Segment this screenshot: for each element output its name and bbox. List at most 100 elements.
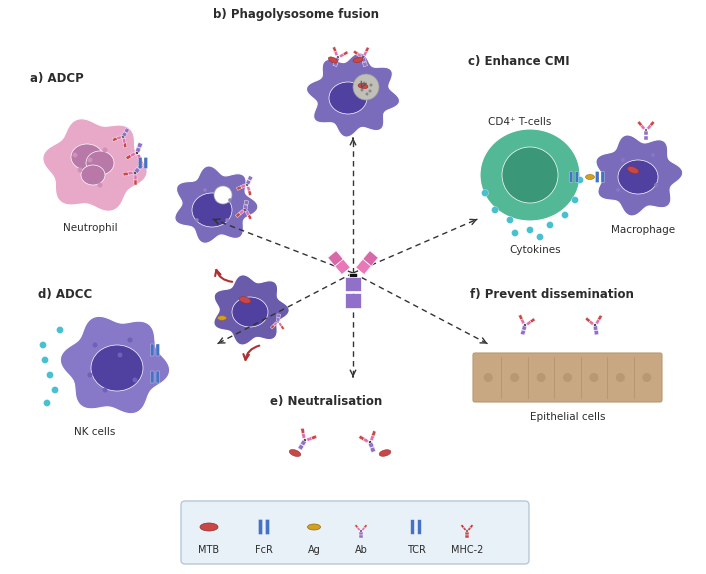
Circle shape bbox=[92, 343, 97, 347]
Circle shape bbox=[577, 176, 583, 184]
Polygon shape bbox=[359, 532, 362, 535]
Text: NK cells: NK cells bbox=[74, 427, 116, 437]
Polygon shape bbox=[361, 527, 365, 531]
Ellipse shape bbox=[627, 166, 639, 173]
Polygon shape bbox=[311, 435, 317, 440]
Polygon shape bbox=[333, 61, 338, 67]
Ellipse shape bbox=[618, 160, 658, 194]
Polygon shape bbox=[306, 437, 312, 441]
Text: MTB: MTB bbox=[198, 545, 220, 555]
Circle shape bbox=[88, 157, 92, 162]
Polygon shape bbox=[526, 320, 532, 325]
Circle shape bbox=[590, 373, 599, 382]
Polygon shape bbox=[235, 212, 241, 218]
Polygon shape bbox=[214, 275, 289, 345]
Polygon shape bbox=[637, 121, 642, 126]
Polygon shape bbox=[138, 159, 143, 165]
Polygon shape bbox=[363, 51, 368, 56]
Circle shape bbox=[546, 222, 554, 228]
Polygon shape bbox=[460, 524, 465, 528]
Circle shape bbox=[616, 188, 620, 192]
Circle shape bbox=[44, 400, 51, 406]
Circle shape bbox=[642, 373, 652, 382]
Polygon shape bbox=[134, 168, 140, 173]
Ellipse shape bbox=[328, 57, 337, 63]
Circle shape bbox=[481, 189, 489, 196]
Polygon shape bbox=[124, 128, 129, 133]
FancyBboxPatch shape bbox=[138, 157, 142, 169]
Circle shape bbox=[359, 84, 362, 87]
Circle shape bbox=[42, 356, 49, 363]
Polygon shape bbox=[133, 172, 137, 174]
Text: e) Neutralisation: e) Neutralisation bbox=[270, 395, 382, 408]
Polygon shape bbox=[369, 441, 371, 444]
Polygon shape bbox=[245, 211, 250, 216]
FancyBboxPatch shape bbox=[601, 172, 604, 183]
Circle shape bbox=[366, 92, 369, 95]
Polygon shape bbox=[644, 131, 648, 135]
Polygon shape bbox=[596, 135, 683, 216]
Polygon shape bbox=[248, 191, 252, 196]
Ellipse shape bbox=[329, 82, 367, 114]
Text: CD4⁺ T-cells: CD4⁺ T-cells bbox=[489, 117, 551, 127]
Polygon shape bbox=[595, 319, 600, 324]
Circle shape bbox=[52, 386, 59, 394]
Polygon shape bbox=[304, 439, 306, 441]
Polygon shape bbox=[369, 443, 374, 448]
Text: Neutrophil: Neutrophil bbox=[63, 223, 117, 233]
Polygon shape bbox=[112, 137, 117, 142]
Polygon shape bbox=[121, 135, 124, 138]
Circle shape bbox=[369, 83, 373, 87]
Polygon shape bbox=[121, 131, 127, 137]
Circle shape bbox=[225, 218, 229, 222]
Circle shape bbox=[654, 183, 658, 187]
Circle shape bbox=[117, 352, 123, 358]
Polygon shape bbox=[467, 527, 472, 531]
Polygon shape bbox=[335, 57, 340, 63]
Circle shape bbox=[616, 373, 625, 382]
Polygon shape bbox=[306, 53, 400, 137]
Polygon shape bbox=[361, 56, 364, 58]
Text: Epithelial cells: Epithelial cells bbox=[530, 412, 605, 422]
Circle shape bbox=[56, 327, 64, 333]
Polygon shape bbox=[465, 535, 469, 538]
Polygon shape bbox=[640, 125, 645, 130]
Polygon shape bbox=[363, 437, 369, 443]
Polygon shape bbox=[246, 180, 251, 185]
FancyBboxPatch shape bbox=[570, 172, 573, 183]
Polygon shape bbox=[339, 53, 345, 58]
Circle shape bbox=[88, 373, 92, 378]
Circle shape bbox=[364, 86, 368, 88]
Polygon shape bbox=[247, 215, 252, 220]
Polygon shape bbox=[239, 210, 244, 215]
Ellipse shape bbox=[379, 449, 391, 456]
Polygon shape bbox=[594, 330, 599, 335]
Polygon shape bbox=[530, 318, 535, 323]
Ellipse shape bbox=[308, 524, 321, 530]
Circle shape bbox=[484, 373, 493, 382]
Polygon shape bbox=[363, 251, 378, 266]
Polygon shape bbox=[360, 530, 362, 532]
Circle shape bbox=[362, 82, 366, 84]
Polygon shape bbox=[301, 433, 306, 439]
FancyBboxPatch shape bbox=[411, 519, 414, 534]
Polygon shape bbox=[337, 56, 340, 59]
Polygon shape bbox=[123, 172, 128, 176]
Polygon shape bbox=[370, 447, 376, 452]
Polygon shape bbox=[345, 293, 361, 308]
Polygon shape bbox=[301, 428, 305, 433]
FancyBboxPatch shape bbox=[595, 172, 599, 183]
Ellipse shape bbox=[192, 193, 232, 227]
Text: Cytokines: Cytokines bbox=[509, 245, 561, 255]
Circle shape bbox=[102, 387, 107, 393]
Polygon shape bbox=[522, 325, 527, 331]
Text: Macrophage: Macrophage bbox=[611, 225, 675, 235]
Ellipse shape bbox=[585, 174, 594, 180]
Polygon shape bbox=[644, 135, 648, 140]
Polygon shape bbox=[248, 176, 253, 181]
Polygon shape bbox=[520, 330, 525, 335]
Polygon shape bbox=[123, 143, 127, 148]
FancyBboxPatch shape bbox=[156, 344, 160, 356]
Circle shape bbox=[40, 342, 47, 348]
Polygon shape bbox=[520, 319, 525, 324]
